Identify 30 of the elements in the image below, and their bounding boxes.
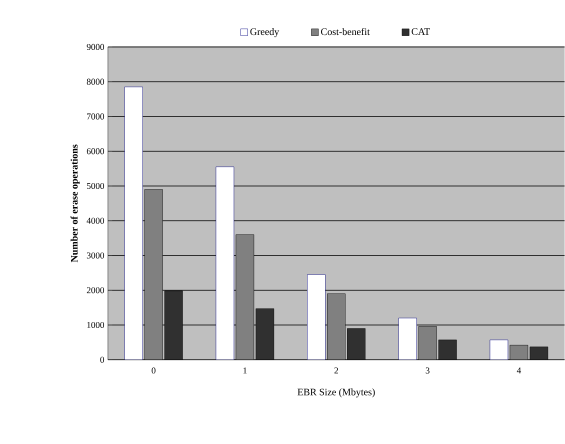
y-tick-label: 4000 xyxy=(86,218,104,224)
y-tick-label: 6000 xyxy=(86,148,104,154)
y-tick-label: 0 xyxy=(100,356,104,363)
bar xyxy=(398,318,417,360)
bar xyxy=(164,291,183,360)
x-tick-label: 3 xyxy=(426,368,430,374)
x-tick-label: 4 xyxy=(516,368,522,374)
y-tick-label: 2000 xyxy=(86,287,104,294)
legend-label: Greedy xyxy=(250,28,280,38)
bar xyxy=(256,308,274,360)
bar xyxy=(216,166,234,360)
bar xyxy=(438,340,457,360)
bar xyxy=(307,274,326,360)
y-tick-label: 5000 xyxy=(87,183,104,190)
bar xyxy=(530,346,548,360)
bar xyxy=(490,340,508,360)
bar xyxy=(347,328,366,360)
x-tick-label: 2 xyxy=(334,368,338,374)
y-tick-label: 9000 xyxy=(86,44,104,50)
y-axis-title: Number of erase operations xyxy=(70,144,80,262)
y-tick-label: 8000 xyxy=(86,78,104,85)
bar xyxy=(124,86,143,360)
x-tick-label: 1 xyxy=(243,368,247,374)
legend-label: CAT xyxy=(412,28,430,36)
y-tick-label: 3000 xyxy=(86,252,104,259)
x-tick-label: 0 xyxy=(152,368,156,374)
legend-label: Cost-benefit xyxy=(321,28,370,36)
y-tick-label: 1000 xyxy=(87,322,104,328)
y-tick-label: 7000 xyxy=(87,114,104,120)
x-axis-title: EBR Size (Mbytes) xyxy=(298,388,375,398)
